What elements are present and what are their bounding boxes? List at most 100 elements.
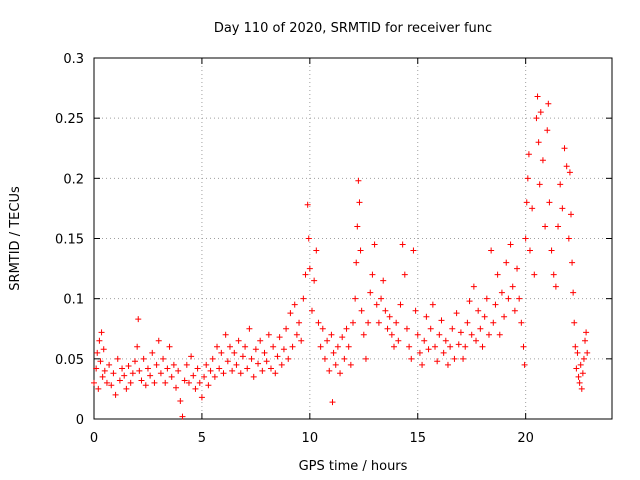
data-point: [584, 349, 591, 356]
data-point: [329, 399, 336, 406]
data-point: [203, 361, 210, 368]
data-point: [539, 157, 546, 164]
data-point: [231, 349, 238, 356]
data-point: [328, 331, 335, 338]
data-point: [134, 343, 141, 350]
data-point: [162, 379, 169, 386]
data-point: [367, 289, 374, 296]
data-point: [185, 379, 192, 386]
data-point: [496, 331, 503, 338]
data-point: [457, 329, 464, 336]
data-point: [296, 319, 303, 326]
data-point: [423, 313, 430, 320]
data-point: [207, 367, 214, 374]
y-tick-label: 0: [76, 413, 84, 428]
data-point: [399, 241, 406, 248]
data-point: [99, 373, 106, 380]
data-point: [369, 271, 376, 278]
data-point: [332, 361, 339, 368]
data-point: [503, 259, 510, 266]
data-point: [419, 361, 426, 368]
data-point: [397, 301, 404, 308]
x-tick-label: 5: [198, 431, 206, 446]
data-point: [575, 373, 582, 380]
data-point: [421, 337, 428, 344]
data-point: [250, 373, 257, 380]
data-point: [110, 370, 117, 377]
data-point: [444, 361, 451, 368]
data-point: [412, 307, 419, 314]
data-point: [129, 370, 136, 377]
data-point: [566, 169, 573, 176]
data-point: [542, 223, 549, 230]
data-point: [239, 353, 246, 360]
data-point: [177, 397, 184, 404]
data-point: [501, 313, 508, 320]
data-point: [179, 413, 186, 420]
data-point: [347, 361, 354, 368]
data-point: [406, 343, 413, 350]
data-point: [339, 334, 346, 341]
data-point: [291, 301, 298, 308]
data-point: [403, 325, 410, 332]
data-point: [123, 385, 130, 392]
y-tick-label: 0.15: [55, 233, 84, 248]
data-point: [175, 367, 182, 374]
data-point: [138, 377, 145, 384]
x-axis-label: GPS time / hours: [299, 459, 408, 474]
data-point: [356, 199, 363, 206]
y-tick-label: 0.25: [55, 112, 84, 127]
data-point: [578, 385, 585, 392]
data-point: [214, 343, 221, 350]
data-point: [173, 384, 180, 391]
data-point: [518, 319, 525, 326]
x-tick-label: 20: [517, 431, 534, 446]
x-tick-label: 10: [302, 431, 319, 446]
data-point: [449, 325, 456, 332]
y-axis-label: SRMTID / TECUs: [8, 186, 23, 291]
data-point: [537, 109, 544, 116]
data-point: [289, 343, 296, 350]
data-point: [302, 271, 309, 278]
data-point: [516, 295, 523, 302]
data-point: [319, 325, 326, 332]
data-point: [306, 265, 313, 272]
data-point: [464, 319, 471, 326]
data-point: [535, 139, 542, 146]
data-point: [101, 367, 108, 374]
data-point: [280, 346, 287, 353]
data-point: [151, 379, 158, 386]
data-point: [135, 316, 142, 323]
data-point: [125, 363, 132, 370]
data-point: [248, 355, 255, 362]
data-point: [216, 365, 223, 372]
data-point: [438, 317, 445, 324]
data-point: [142, 382, 149, 389]
data-point: [242, 343, 249, 350]
data-point: [237, 370, 244, 377]
data-points: [91, 93, 591, 420]
data-point: [490, 319, 497, 326]
data-point: [573, 365, 580, 372]
data-point: [267, 365, 274, 372]
data-point: [569, 259, 576, 266]
axis-ticks: 0 0.05 0.1 0.15 0.2 0.25 0.3 0 5 10 15 20: [55, 52, 612, 446]
data-point: [498, 289, 505, 296]
data-point: [354, 223, 361, 230]
data-point: [440, 349, 447, 356]
data-point: [494, 271, 501, 278]
data-point: [388, 331, 395, 338]
data-point: [168, 373, 175, 380]
data-point: [545, 100, 552, 107]
data-point: [229, 367, 236, 374]
y-tick-label: 0.3: [63, 52, 84, 67]
data-point: [548, 247, 555, 254]
data-point: [233, 361, 240, 368]
data-point: [393, 319, 400, 326]
x-tick-label: 0: [90, 431, 98, 446]
data-point: [475, 307, 482, 314]
data-point: [96, 337, 103, 344]
data-point: [488, 247, 495, 254]
data-point: [98, 329, 105, 336]
data-point: [190, 372, 197, 379]
